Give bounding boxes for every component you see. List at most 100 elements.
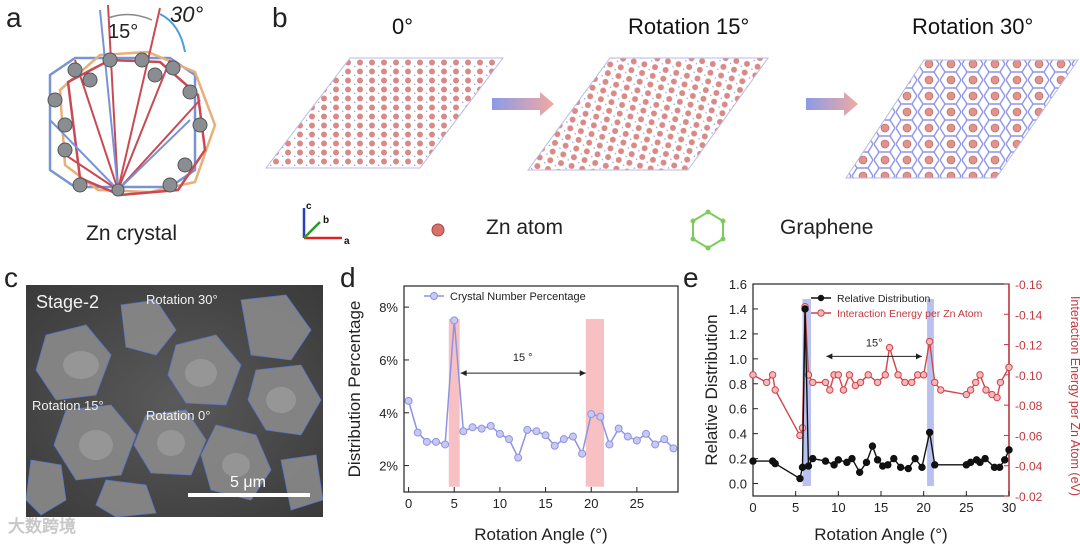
data-point bbox=[550, 441, 559, 450]
distribution-point bbox=[804, 462, 813, 470]
y2-tick-label: -0.16 bbox=[1015, 278, 1043, 292]
energy-point bbox=[864, 371, 872, 379]
x-axis-title: Rotation Angle (°) bbox=[474, 525, 607, 544]
y2-axis-title: Interaction Energy per Zn Atom (eV) bbox=[1068, 296, 1080, 496]
zn-atom-legend: Zn atom bbox=[486, 216, 564, 239]
data-point bbox=[523, 425, 532, 434]
panel-a-label: a bbox=[6, 2, 22, 33]
distribution-point bbox=[918, 463, 926, 472]
data-point bbox=[541, 431, 550, 440]
data-point bbox=[596, 412, 605, 421]
y-tick-label: 0.0 bbox=[729, 477, 747, 492]
legend-label: Crystal Number Percentage bbox=[450, 291, 586, 303]
energy-point bbox=[885, 343, 894, 352]
distribution-point bbox=[796, 474, 804, 483]
rotation-15-marker: Rotation 15° bbox=[32, 398, 104, 413]
distribution-point bbox=[798, 463, 807, 472]
rotation-0-title: 0° bbox=[392, 14, 414, 39]
energy-point bbox=[821, 378, 830, 387]
x-tick-label: 20 bbox=[916, 500, 930, 515]
legend-label-2: Interaction Energy per Zn Atom bbox=[837, 308, 983, 320]
zn-crystal-caption: Zn crystal bbox=[86, 222, 178, 245]
data-point bbox=[459, 427, 468, 436]
y-tick-label: 4% bbox=[379, 406, 398, 421]
data-point bbox=[578, 449, 587, 458]
distribution-point bbox=[966, 458, 975, 467]
data-point bbox=[495, 429, 504, 438]
distribution-point bbox=[749, 457, 757, 465]
sem-image bbox=[26, 285, 323, 517]
x-tick-label: 20 bbox=[584, 496, 598, 511]
distribution-point bbox=[884, 461, 892, 469]
y-tick-label: 1.0 bbox=[729, 352, 747, 367]
rotation-15-title: Rotation 15° bbox=[628, 14, 750, 39]
energy-point bbox=[966, 386, 975, 394]
distribution-point bbox=[976, 458, 984, 467]
energy-point bbox=[873, 378, 882, 387]
chart-d: 0 5 10 15 20 25 2% 4% 6% 8% Rotation Angle (°) Dist… bbox=[345, 285, 679, 544]
highlight-band-1 bbox=[927, 298, 934, 487]
energy-point bbox=[972, 378, 980, 387]
axis-c-label: c bbox=[306, 201, 312, 212]
series-distribution-line bbox=[753, 308, 1010, 480]
energy-point bbox=[826, 386, 834, 394]
y-tick-label: 0.8 bbox=[729, 377, 747, 392]
energy-point bbox=[894, 371, 902, 379]
energy-point bbox=[771, 386, 779, 394]
watermark: 大数跨境 bbox=[8, 517, 76, 536]
data-point bbox=[669, 444, 678, 453]
data-point bbox=[623, 432, 632, 441]
stage-label: Stage-2 bbox=[36, 292, 100, 312]
distribution-point bbox=[873, 456, 882, 464]
annotation-label: 15 ° bbox=[513, 352, 533, 364]
y2-tick-label: -0.04 bbox=[1015, 460, 1043, 474]
series-energy-line bbox=[752, 306, 1010, 438]
scale-bar bbox=[188, 493, 310, 497]
energy-point bbox=[839, 386, 848, 394]
x-tick-label: 0 bbox=[405, 496, 412, 511]
energy-point bbox=[993, 393, 1001, 402]
energy-point bbox=[913, 371, 922, 379]
distribution-point bbox=[801, 305, 809, 313]
energy-point bbox=[908, 378, 916, 387]
distribution-point bbox=[1005, 446, 1013, 454]
arrowhead-right bbox=[915, 353, 922, 360]
data-point bbox=[614, 424, 623, 433]
panel-c-label: c bbox=[4, 262, 18, 293]
energy-point bbox=[749, 371, 757, 379]
panel-e-label: e bbox=[683, 262, 699, 293]
x-tick-label: 15 bbox=[874, 500, 888, 515]
x-tick-label: 0 bbox=[749, 500, 756, 515]
arrowhead-right bbox=[579, 370, 586, 377]
data-point bbox=[404, 396, 413, 405]
x-tick-label: 25 bbox=[630, 496, 644, 511]
data-point bbox=[450, 316, 459, 325]
x-axis-title: Rotation Angle (°) bbox=[814, 525, 947, 544]
y2-tick-label: -0.06 bbox=[1015, 429, 1043, 443]
graphene-legend: Graphene bbox=[780, 216, 874, 239]
data-point bbox=[642, 429, 651, 438]
y-tick-label: 1.2 bbox=[729, 327, 747, 342]
energy-point bbox=[762, 378, 771, 387]
data-point bbox=[605, 440, 614, 449]
distribution-point bbox=[981, 454, 989, 463]
energy-point bbox=[901, 378, 909, 387]
x-tick-label: 15 bbox=[538, 496, 552, 511]
legend-marker-1 bbox=[817, 294, 825, 302]
x-tick-label: 10 bbox=[831, 500, 845, 515]
distribution-point bbox=[848, 454, 856, 463]
arrowhead-left bbox=[460, 370, 467, 377]
x-tick-label: 5 bbox=[792, 500, 799, 515]
y-tick-label: 2% bbox=[379, 459, 398, 474]
distribution-point bbox=[771, 459, 779, 468]
distribution-point bbox=[931, 461, 939, 469]
data-point bbox=[532, 427, 541, 436]
data-point bbox=[660, 435, 669, 444]
series-line bbox=[407, 320, 674, 460]
data-point bbox=[413, 428, 422, 437]
energy-point bbox=[931, 378, 939, 387]
angle-15-label: 15° bbox=[108, 21, 138, 43]
distribution-point bbox=[890, 454, 898, 463]
data-point bbox=[559, 435, 568, 444]
axis-triad: c b a bbox=[302, 201, 350, 247]
